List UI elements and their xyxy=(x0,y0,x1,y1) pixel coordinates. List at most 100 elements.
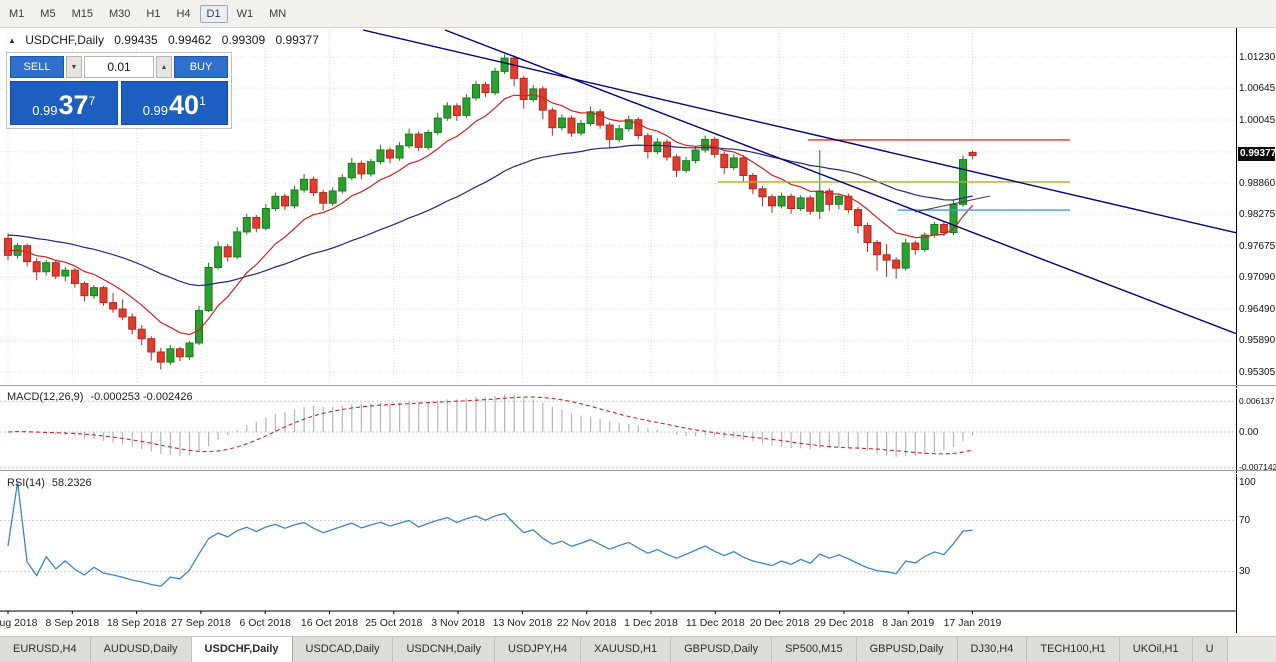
candle-body xyxy=(873,242,882,256)
candle-body xyxy=(166,348,175,363)
candle-body xyxy=(481,84,490,94)
one-click-collapse-icon[interactable]: ▲ xyxy=(8,36,16,45)
chart-tab[interactable]: XAUUSD,H1 xyxy=(581,637,672,662)
candle-body xyxy=(682,160,691,171)
scale-label: 0.97675 xyxy=(1239,240,1276,252)
candle-body xyxy=(328,190,337,204)
lot-decrease-button[interactable]: ▼ xyxy=(66,56,82,78)
sell-price-prefix: 0.99 xyxy=(32,103,58,118)
ohlc-open: 0.99435 xyxy=(114,33,158,47)
buy-button[interactable]: BUY xyxy=(174,56,228,78)
chart-tab[interactable]: USDCNH,Daily xyxy=(393,637,496,662)
sell-price-pipette: 7 xyxy=(88,94,96,108)
candle-body xyxy=(118,308,127,318)
chart-tab[interactable]: UKOil,H1 xyxy=(1119,637,1193,662)
date-label: 29 Aug 2018 xyxy=(0,617,38,629)
buy-price-button[interactable]: 0.99 40 1 xyxy=(120,81,228,125)
candle-body xyxy=(834,195,843,205)
timeframe-m30-button[interactable]: M30 xyxy=(108,7,131,20)
candle-body xyxy=(347,162,356,179)
candle-body xyxy=(605,124,614,140)
candle-body xyxy=(892,259,901,269)
sell-button[interactable]: SELL xyxy=(10,56,64,78)
candle-body xyxy=(691,149,700,162)
timeframe-d1-button[interactable]: D1 xyxy=(199,4,228,23)
candle-body xyxy=(500,57,509,72)
candle-body xyxy=(223,246,232,258)
scale-label: 30 xyxy=(1239,566,1251,578)
price-axis[interactable]: 0.99377 1.01230 1.00645 1.00045 0.98860 0.98… xyxy=(1237,28,1276,633)
buy-price-prefix: 0.99 xyxy=(142,103,169,118)
candle-body xyxy=(634,119,643,137)
timeframe-w1-button[interactable]: W1 xyxy=(236,7,254,20)
candle-body xyxy=(376,149,385,163)
scale-label: 0.98860 xyxy=(1239,177,1276,189)
candle-body xyxy=(462,97,471,116)
sell-price-button[interactable]: 0.99 37 7 xyxy=(10,81,118,125)
candle-body xyxy=(424,132,433,148)
scale-label: 0.96490 xyxy=(1239,303,1276,315)
chart-tab[interactable]: GBPUSD,Daily xyxy=(856,637,958,662)
macd-name: MACD(12,26,9) xyxy=(7,391,84,403)
candle-body xyxy=(175,348,184,358)
candle-body xyxy=(271,195,280,210)
timeframe-mn-button[interactable]: MN xyxy=(269,7,287,20)
scale-label: 70 xyxy=(1239,514,1251,526)
macd-values: -0.000253 -0.002426 xyxy=(90,391,193,403)
candle-body xyxy=(548,109,557,129)
panel-splitter[interactable] xyxy=(0,470,1276,474)
timeframe-m5-button[interactable]: M5 xyxy=(40,7,56,20)
candle-body xyxy=(729,157,738,169)
ohlc-close: 0.99377 xyxy=(275,33,319,47)
chart-tab[interactable]: EURUSD,H4 xyxy=(0,637,91,662)
chart-tab[interactable]: USDCAD,Daily xyxy=(292,637,394,662)
chart-tab[interactable]: DJ30,H4 xyxy=(957,637,1028,662)
candle-body xyxy=(796,197,805,209)
candle-body xyxy=(768,196,776,207)
rsi-indicator-label: RSI(14) 58.2326 xyxy=(7,477,92,489)
chart-tab[interactable]: SP500,M15 xyxy=(772,637,857,662)
candle-body xyxy=(854,209,862,227)
chart-canvas[interactable]: 29 Aug 2018 8 Sep 2018 18 Sep 2018 27 Sep 2… xyxy=(0,0,1237,633)
panel-splitter[interactable] xyxy=(0,385,1276,389)
lot-size-input[interactable]: 0.01 xyxy=(84,56,154,78)
ma-fast-line xyxy=(7,93,974,336)
candle-body xyxy=(519,77,528,101)
timeframe-h4-button[interactable]: H4 xyxy=(176,7,191,20)
channel-lower-trendline xyxy=(444,29,1237,335)
chart-tab[interactable]: TECH100,H1 xyxy=(1027,637,1120,662)
current-price-label: 0.99377 xyxy=(1238,147,1276,161)
macd-indicator-label: MACD(12,26,9) -0.000253 -0.002426 xyxy=(7,391,193,403)
chart-tab[interactable]: U xyxy=(1192,637,1228,662)
candle-body xyxy=(911,242,920,251)
candle-body xyxy=(319,192,328,204)
chart-tab[interactable]: GBPUSD,Daily xyxy=(671,637,773,662)
candle-body xyxy=(214,246,223,269)
candle-body xyxy=(863,225,872,243)
candle-body xyxy=(357,162,366,175)
candle-body xyxy=(930,224,939,236)
chart-tabs-bar: EURUSD,H4 AUDUSD,Daily USDCHF,Daily USDC… xyxy=(0,636,1276,662)
chart-tab[interactable]: USDJPY,H4 xyxy=(495,637,582,662)
chart-tab-active[interactable]: USDCHF,Daily xyxy=(191,637,293,662)
timeframe-m1-button[interactable]: M1 xyxy=(9,7,25,20)
scale-label: 1.00045 xyxy=(1239,114,1276,126)
date-label: 17 Jan 2019 xyxy=(944,617,1002,629)
date-label: 25 Oct 2018 xyxy=(365,617,422,629)
candle-body xyxy=(405,133,414,147)
date-label: 18 Sep 2018 xyxy=(107,617,167,629)
candle-body xyxy=(252,217,261,229)
candle-body xyxy=(920,234,929,251)
candle-body xyxy=(596,111,605,126)
candle-body xyxy=(80,283,89,297)
timeframe-h1-button[interactable]: H1 xyxy=(146,7,161,20)
scale-label: 0.95305 xyxy=(1239,366,1276,378)
chart-tab[interactable]: AUDUSD,Daily xyxy=(90,637,192,662)
candle-body xyxy=(510,57,519,79)
scale-label: 0.006137 xyxy=(1239,395,1275,406)
candle-body xyxy=(758,188,767,198)
lot-increase-button[interactable]: ▲ xyxy=(156,56,172,78)
scale-label: -0.007142 xyxy=(1239,462,1276,473)
timeframe-m15-button[interactable]: M15 xyxy=(71,7,93,20)
